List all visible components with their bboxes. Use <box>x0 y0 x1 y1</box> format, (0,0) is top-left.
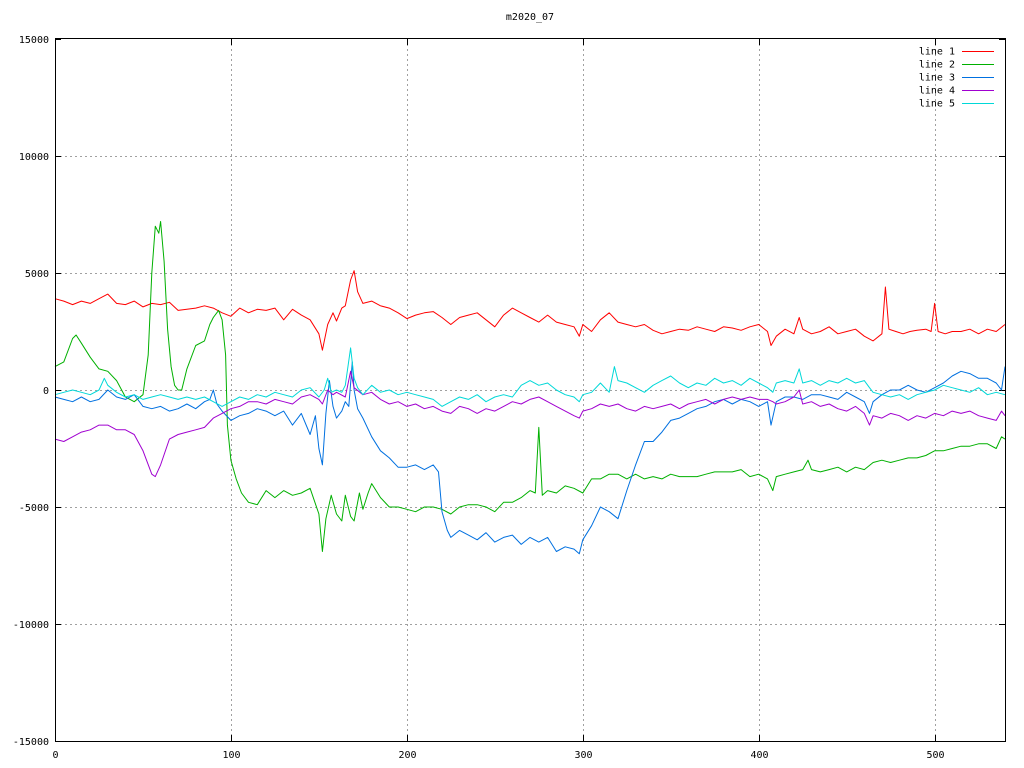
series-line-4 <box>54 370 1006 478</box>
series-line-2 <box>54 221 1006 552</box>
legend: line 1 line 2 line 3 line 4 line 5 <box>919 47 994 110</box>
legend-label-3: line 3 <box>919 73 955 84</box>
x-tick-label: 500 <box>926 750 944 761</box>
x-tick-label: 100 <box>222 750 240 761</box>
series-line-3 <box>54 361 1006 555</box>
x-tick-label: 300 <box>574 750 592 761</box>
x-tick-label: 200 <box>398 750 416 761</box>
legend-label-4: line 4 <box>919 86 955 97</box>
legend-label-2: line 2 <box>919 60 955 71</box>
series-line-5 <box>54 347 1006 407</box>
grid <box>55 39 1005 741</box>
axis-ticks: -15000 -10000 -5000 0 5000 10000 15000 0 100 200 3… <box>13 35 1005 761</box>
legend-label-5: line 5 <box>919 99 955 110</box>
plot-frame <box>55 38 1006 742</box>
y-tick-label: -10000 <box>13 620 49 631</box>
x-tick-label: 0 <box>52 750 58 761</box>
x-tick-label: 400 <box>750 750 768 761</box>
y-tick-label: -15000 <box>13 737 49 748</box>
series-lines <box>54 221 1006 555</box>
y-tick-label: 15000 <box>19 35 49 46</box>
legend-label-1: line 1 <box>919 47 955 58</box>
y-tick-label: -5000 <box>19 503 49 514</box>
y-tick-label: 0 <box>43 386 49 397</box>
y-tick-label: 10000 <box>19 152 49 163</box>
chart-title: m2020_07 <box>506 12 554 23</box>
series-line-1 <box>54 270 1006 351</box>
y-tick-label: 5000 <box>25 269 49 280</box>
